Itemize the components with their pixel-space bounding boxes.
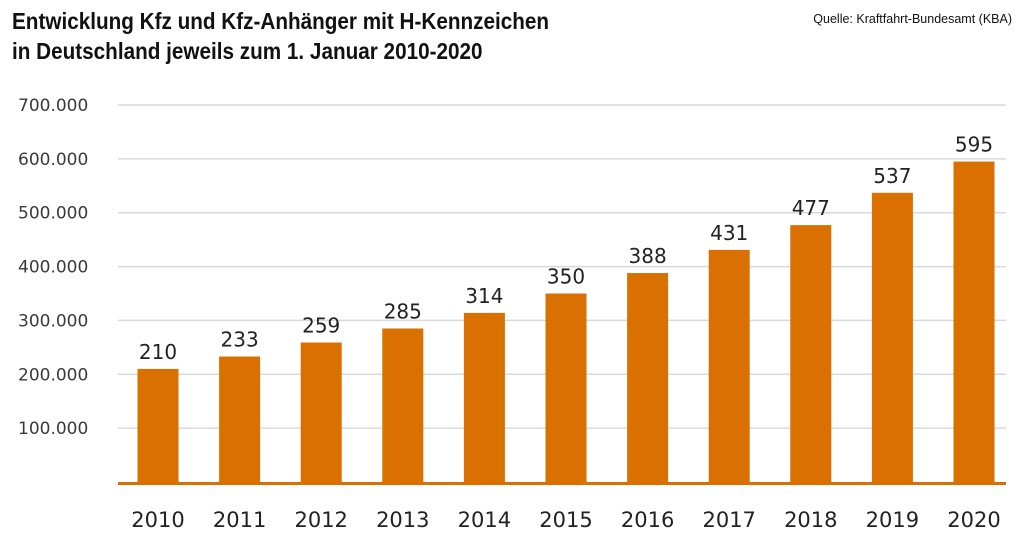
x-tick-label-2018: 2018 [784, 508, 837, 532]
y-tick-label: 200.000 [18, 365, 88, 385]
data-labels: 210 233 259 285 314 350 388 431 477 537 595 [139, 133, 993, 364]
bar-2015 [545, 293, 587, 482]
bar-2011 [219, 356, 261, 482]
bar-2020 [953, 161, 995, 483]
x-tick-label-2015: 2015 [539, 508, 592, 532]
x-tick-label-2010: 2010 [131, 508, 184, 532]
bar-2013 [382, 328, 424, 482]
y-tick-label: 700.000 [18, 96, 88, 116]
bars [137, 161, 995, 483]
y-axis-tick-labels: 100.000 200.000 300.000 400.000 500.000 600.0… [18, 96, 88, 439]
chart-title-line-2: in Deutschland jeweils zum 1. Januar 201… [12, 38, 483, 64]
x-tick-label-2019: 2019 [866, 508, 919, 532]
data-label-2020: 595 [955, 133, 993, 157]
y-tick-label: 400.000 [18, 258, 88, 278]
data-label-2011: 233 [221, 328, 259, 352]
y-tick-label: 500.000 [18, 204, 88, 224]
chart-title: Entwicklung Kfz und Kfz-Anhänger mit H-K… [12, 6, 588, 66]
bar-2010 [137, 368, 179, 482]
chart-title-line-1: Entwicklung Kfz und Kfz-Anhänger mit H-K… [12, 8, 550, 34]
data-label-2018: 477 [792, 196, 830, 220]
data-label-2017: 431 [710, 221, 748, 245]
data-label-2013: 285 [384, 300, 422, 324]
data-label-2015: 350 [547, 265, 585, 289]
bar-2014 [463, 312, 505, 482]
bar-2017 [708, 249, 750, 482]
y-tick-label: 300.000 [18, 311, 88, 331]
bar-2016 [627, 273, 669, 482]
x-tick-label-2011: 2011 [213, 508, 266, 532]
x-tick-label-2017: 2017 [702, 508, 755, 532]
x-axis-tick-labels: 2010 2011 2012 2013 2014 2015 2016 2017 2018 2019… [131, 508, 1000, 532]
source-note: Quelle: Kraftfahrt-Bundesamt (KBA) [813, 12, 1012, 26]
data-label-2016: 388 [629, 244, 667, 268]
bar-2018 [790, 225, 832, 482]
y-tick-label: 600.000 [18, 150, 88, 170]
data-label-2012: 259 [302, 314, 340, 338]
x-tick-label-2013: 2013 [376, 508, 429, 532]
x-tick-label-2016: 2016 [621, 508, 674, 532]
data-label-2019: 537 [873, 164, 911, 188]
bar-2012 [300, 342, 342, 482]
x-tick-label-2020: 2020 [947, 508, 1000, 532]
bar-2019 [871, 192, 913, 482]
x-tick-label-2014: 2014 [458, 508, 511, 532]
data-label-2014: 314 [465, 284, 503, 308]
data-label-2010: 210 [139, 340, 177, 364]
y-tick-label: 100.000 [18, 419, 88, 439]
x-tick-label-2012: 2012 [294, 508, 347, 532]
